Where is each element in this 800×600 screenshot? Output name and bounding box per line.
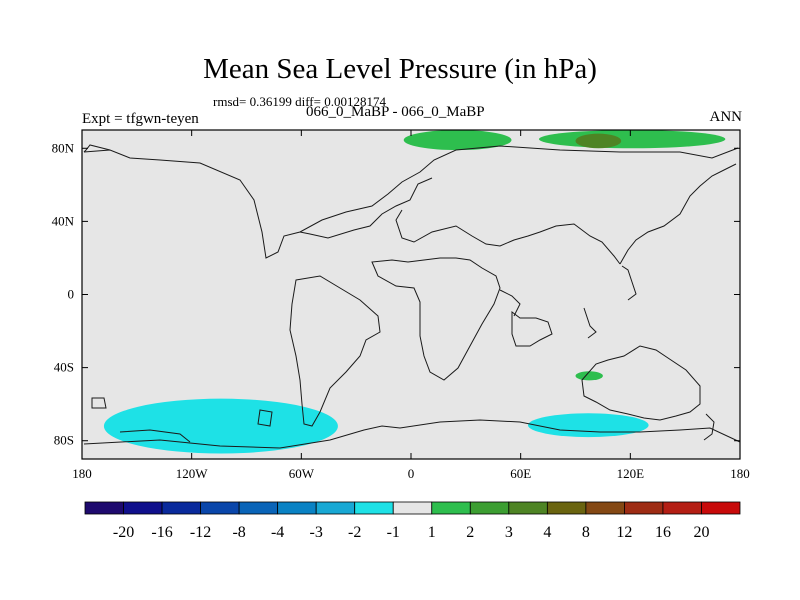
stats-line: rmsd= 0.36199 diff= 0.00128174: [213, 94, 386, 109]
colorbar-swatch: [546, 501, 587, 515]
colorbar-swatch: [431, 501, 471, 515]
chart-title: Mean Sea Level Pressure (in hPa): [203, 53, 597, 85]
x-tick-label: 120E: [617, 466, 645, 481]
colorbar-label: -8: [232, 524, 245, 541]
colorbar-swatch: [508, 501, 548, 515]
colorbar-label: -3: [310, 524, 323, 541]
coastlines: [83, 144, 741, 449]
anomaly-region-southern-pacific-negative: [103, 398, 338, 454]
colorbar-swatch: [701, 501, 741, 515]
colorbar-label: -2: [348, 524, 361, 541]
season-label: ANN: [709, 109, 743, 125]
colorbar-label: 20: [693, 524, 709, 541]
colorbar-swatch: [392, 501, 433, 515]
colorbar-label: -4: [271, 524, 284, 541]
anomaly-region-southern-indian-positive: [575, 371, 603, 381]
colorbar-label: -1: [387, 524, 400, 541]
y-tick-label: 40N: [52, 213, 75, 228]
colorbar-label: 4: [543, 524, 551, 541]
colorbar: -20 -16 -12 -8 -4 -3 -2 -1 1 2 3 4 8 12 16 20: [84, 501, 741, 541]
colorbar-label: -16: [151, 524, 172, 541]
anomaly-region-southern-indian-negative: [527, 413, 649, 438]
colorbar-swatch: [469, 501, 510, 515]
colorbar-label: 1: [428, 524, 436, 541]
x-tick-label: 60E: [510, 466, 531, 481]
colorbar-swatch: [161, 501, 201, 515]
colorbar-swatch: [277, 501, 317, 515]
anomaly-region-arctic-peak: [575, 133, 622, 149]
x-tick-label: 180: [730, 466, 750, 481]
anomaly-region-arctic-positive-1: [403, 130, 512, 151]
x-tick-label: 0: [408, 466, 415, 481]
chart-subtitle: 066_0_MaBP - 066_0_MaBP: [306, 104, 485, 120]
colorbar-swatch: [624, 501, 664, 515]
colorbar-swatch: [238, 501, 279, 515]
y-tick-label: 80N: [52, 140, 75, 155]
colorbar-swatch: [662, 501, 702, 515]
colorbar-swatch: [123, 501, 163, 515]
colorbar-label: -12: [190, 524, 211, 541]
colorbar-label: 16: [655, 524, 671, 541]
colorbar-label: 12: [616, 524, 632, 541]
y-tick-label: 80S: [54, 433, 74, 448]
experiment-label: Expt = tfgwn-teyen: [82, 111, 199, 127]
colorbar-swatch: [585, 501, 625, 515]
x-tick-label: 180: [72, 466, 92, 481]
axis-ticks: 180 120W 60W 0 60E 120E 180 80N 40N 0 40S 80S: [52, 130, 750, 481]
colorbar-label: -20: [113, 524, 134, 541]
colorbar-swatch: [354, 501, 394, 515]
x-tick-label: 120W: [176, 466, 209, 481]
y-tick-label: 0: [68, 287, 75, 302]
x-tick-label: 60W: [289, 466, 315, 481]
colorbar-label: 8: [582, 524, 590, 541]
anomaly-region-arctic-positive-2: [538, 130, 726, 149]
colorbar-label: 3: [505, 524, 513, 541]
colorbar-swatch: [200, 501, 240, 515]
colorbar-label: 2: [466, 524, 474, 541]
y-tick-label: 40S: [54, 360, 74, 375]
colorbar-swatch: [84, 501, 124, 515]
colorbar-swatch: [315, 501, 356, 515]
